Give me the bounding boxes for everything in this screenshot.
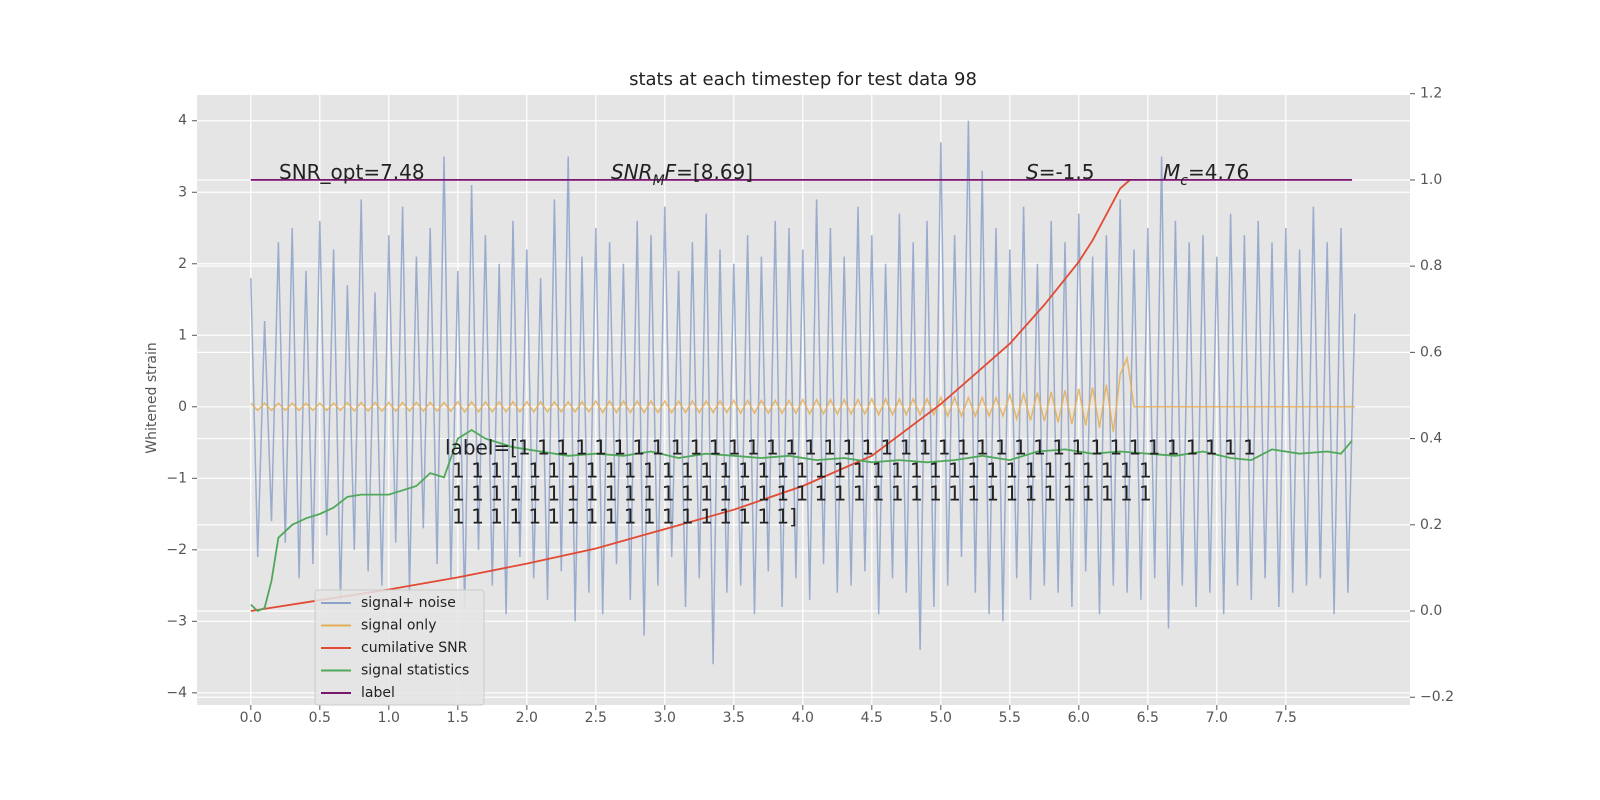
series-line — [250, 355, 1355, 432]
y-tick-label: 4 — [178, 113, 187, 129]
y-tick-label: −2 — [166, 542, 187, 558]
x-tick-label: 6.0 — [1068, 710, 1090, 726]
y-tick-label: 3 — [178, 184, 187, 200]
annotation-part: SNR — [611, 160, 653, 184]
x-tick-label: 2.0 — [516, 710, 538, 726]
label-text: 1 1 1 1 1 1 1 1 1 1 1 1 1 1 1 1 1 1 1 1 … — [452, 482, 1152, 506]
legend-label: cumilative SNR — [361, 640, 468, 656]
y2-tick-label: 0.8 — [1420, 258, 1442, 274]
y-tick-label: −1 — [166, 470, 187, 486]
y2-tick-label: 0.4 — [1420, 431, 1442, 447]
x-tick-label: 1.0 — [378, 710, 400, 726]
annotation-part: S — [1026, 160, 1039, 184]
annotation: S=-1.5 — [1026, 160, 1094, 184]
y2-tick-label: 0.2 — [1420, 517, 1442, 533]
chart-title: stats at each timestep for test data 98 — [629, 69, 977, 90]
x-tick-label: 6.5 — [1137, 710, 1159, 726]
y-tick-label: 1 — [178, 327, 187, 343]
y2-tick-label: −0.2 — [1420, 689, 1454, 705]
x-tick-label: 7.0 — [1206, 710, 1228, 726]
x-tick-label: 5.0 — [930, 710, 952, 726]
x-tick-label: 0.5 — [309, 710, 331, 726]
legend-label: signal statistics — [361, 663, 469, 679]
annotation-part: M — [1163, 160, 1180, 184]
annotation-part: =-1.5 — [1039, 160, 1095, 184]
annotation-part: c — [1180, 173, 1188, 189]
y2-tick-label: 0.0 — [1420, 603, 1442, 619]
series-line — [250, 179, 1131, 612]
annotation: SNRMF=[8.69] — [611, 160, 753, 190]
legend-label: label — [361, 685, 395, 701]
annotation-part: =4.76 — [1188, 160, 1249, 184]
legend-label: signal+ noise — [361, 595, 456, 611]
y-axis-label: Whitened strain — [144, 342, 160, 453]
y-tick-label: 0 — [178, 399, 187, 415]
annotation-part: F — [665, 160, 677, 184]
label-text: 1 1 1 1 1 1 1 1 1 1 1 1 1 1 1 1 1 1] — [452, 505, 797, 529]
series-line — [250, 120, 1356, 665]
y-tick-label: −3 — [166, 613, 187, 629]
annotation-part: M — [653, 173, 665, 189]
x-tick-label: 5.5 — [999, 710, 1021, 726]
x-tick-label: 4.0 — [792, 710, 814, 726]
y2-tick-label: 1.0 — [1420, 172, 1442, 188]
x-tick-label: 7.5 — [1275, 710, 1297, 726]
legend-label: signal only — [361, 618, 436, 634]
x-tick-label: 1.5 — [447, 710, 469, 726]
y-tick-label: −4 — [166, 685, 187, 701]
label-text: label=[1 1 1 1 1 1 1 1 1 1 1 1 1 1 1 1 1… — [445, 436, 1256, 460]
label-text: 1 1 1 1 1 1 1 1 1 1 1 1 1 1 1 1 1 1 1 1 … — [452, 459, 1152, 483]
y2-tick-label: 0.6 — [1420, 344, 1442, 360]
x-tick-label: 2.5 — [585, 710, 607, 726]
series-line — [250, 428, 1353, 613]
x-tick-label: 3.5 — [723, 710, 745, 726]
x-tick-label: 4.5 — [861, 710, 883, 726]
annotation-part: SNR_opt=7.48 — [279, 160, 425, 184]
annotation-part: =[8.69] — [676, 160, 753, 184]
y2-tick-label: 1.2 — [1420, 86, 1442, 102]
y-tick-label: 2 — [178, 256, 187, 272]
annotation: SNR_opt=7.48 — [279, 160, 425, 184]
x-tick-label: 3.0 — [654, 710, 676, 726]
annotation: Mc=4.76 — [1163, 160, 1249, 190]
legend-box — [314, 589, 485, 706]
x-tick-label: 0.0 — [240, 710, 262, 726]
